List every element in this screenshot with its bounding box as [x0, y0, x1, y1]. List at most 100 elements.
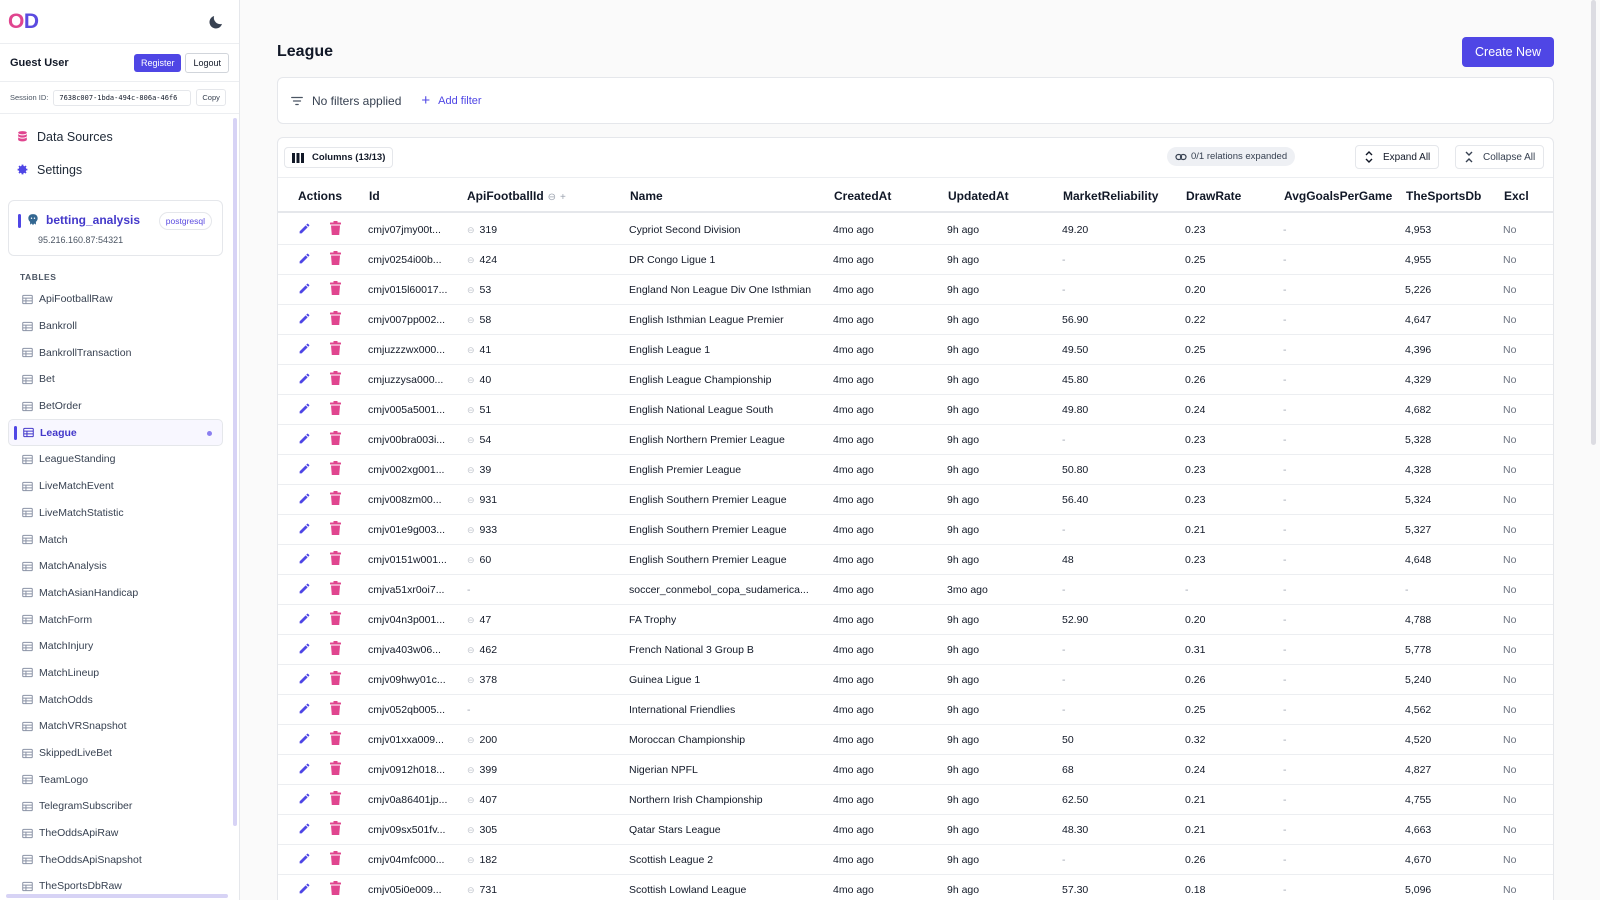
- pencil-icon[interactable]: [298, 552, 311, 565]
- table-item-telegramsubscriber[interactable]: TelegramSubscriber: [0, 793, 233, 820]
- trash-icon[interactable]: [330, 491, 341, 505]
- trash-icon[interactable]: [330, 881, 341, 895]
- table-row[interactable]: cmjv00bra003i... ⊖ 54 English Northern Prem…: [278, 425, 1553, 455]
- pencil-icon[interactable]: [298, 342, 311, 355]
- col-excl[interactable]: Excl: [1504, 189, 1529, 203]
- col-id[interactable]: Id: [369, 189, 380, 203]
- table-item-league[interactable]: League: [8, 419, 223, 447]
- table-row[interactable]: cmjv002xg001... ⊖ 39 English Premier League…: [278, 455, 1553, 485]
- pencil-icon[interactable]: [298, 612, 311, 625]
- dark-mode-icon[interactable]: [207, 13, 225, 31]
- table-item-matchvrsnapshot[interactable]: MatchVRSnapshot: [0, 713, 233, 740]
- cell-apifootballid[interactable]: ⊖ 47: [467, 614, 491, 626]
- table-item-skippedlivebet[interactable]: SkippedLiveBet: [0, 740, 233, 767]
- trash-icon[interactable]: [330, 851, 341, 865]
- trash-icon[interactable]: [330, 461, 341, 475]
- pencil-icon[interactable]: [298, 222, 311, 235]
- pencil-icon[interactable]: [298, 792, 311, 805]
- col-avggoalspergame[interactable]: AvgGoalsPerGame: [1284, 189, 1393, 203]
- nav-data-sources[interactable]: Data Sources: [0, 120, 233, 153]
- expand-relation-icon[interactable]: +: [560, 192, 566, 203]
- cell-apifootballid[interactable]: ⊖ 53: [467, 284, 491, 296]
- table-item-theoddsapiraw[interactable]: TheOddsApiRaw: [0, 820, 233, 847]
- col-name[interactable]: Name: [630, 189, 663, 203]
- table-item-matchinjury[interactable]: MatchInjury: [0, 633, 233, 660]
- table-row[interactable]: cmjv05i0e009... ⊖ 731 Scottish Lowland Leag…: [278, 875, 1553, 900]
- table-item-matchasianhandicap[interactable]: MatchAsianHandicap: [0, 580, 233, 607]
- columns-button[interactable]: Columns (13/13): [284, 147, 394, 168]
- table-item-bankroll[interactable]: Bankroll: [0, 313, 233, 340]
- cell-apifootballid[interactable]: ⊖ 931: [467, 494, 497, 506]
- cell-apifootballid[interactable]: ⊖ 60: [467, 554, 491, 566]
- trash-icon[interactable]: [330, 821, 341, 835]
- col-marketreliability[interactable]: MarketReliability: [1063, 189, 1159, 203]
- pencil-icon[interactable]: [298, 882, 311, 895]
- pencil-icon[interactable]: [298, 702, 311, 715]
- cell-apifootballid[interactable]: ⊖ 182: [467, 854, 497, 866]
- pencil-icon[interactable]: [298, 462, 311, 475]
- cell-apifootballid[interactable]: ⊖ 58: [467, 314, 491, 326]
- col-thesportsdb[interactable]: TheSportsDb: [1406, 189, 1482, 203]
- table-item-thesportsdbraw[interactable]: TheSportsDbRaw: [0, 873, 233, 900]
- database-card[interactable]: betting_analysis postgresql 95.216.160.8…: [8, 200, 223, 256]
- col-drawrate[interactable]: DrawRate: [1186, 189, 1242, 203]
- table-row[interactable]: cmjv04mfc000... ⊖ 182 Scottish League 2 4mo …: [278, 845, 1553, 875]
- table-item-teamlogo[interactable]: TeamLogo: [0, 766, 233, 793]
- cell-apifootballid[interactable]: ⊖ 424: [467, 254, 497, 266]
- table-item-matchodds[interactable]: MatchOdds: [0, 686, 233, 713]
- table-row[interactable]: cmjv0a86401jp... ⊖ 407 Northern Irish Champ…: [278, 785, 1553, 815]
- register-button[interactable]: Register: [133, 53, 182, 72]
- pencil-icon[interactable]: [298, 372, 311, 385]
- cell-apifootballid[interactable]: ⊖ 319: [467, 224, 497, 236]
- table-row[interactable]: cmjv04n3p001... ⊖ 47 FA Trophy 4mo ago 9h ago…: [278, 605, 1553, 635]
- table-row[interactable]: cmjv01xxa009... ⊖ 200 Moroccan Championship…: [278, 725, 1553, 755]
- pencil-icon[interactable]: [298, 732, 311, 745]
- pencil-icon[interactable]: [298, 762, 311, 775]
- trash-icon[interactable]: [330, 281, 341, 295]
- table-row[interactable]: cmjv07jmy00t... ⊖ 319 Cypriot Second Divisi…: [278, 215, 1553, 245]
- pencil-icon[interactable]: [298, 822, 311, 835]
- trash-icon[interactable]: [330, 731, 341, 745]
- trash-icon[interactable]: [330, 551, 341, 565]
- table-item-leaguestanding[interactable]: LeagueStanding: [0, 446, 233, 473]
- table-item-matchform[interactable]: MatchForm: [0, 606, 233, 633]
- table-row[interactable]: cmjv0151w001... ⊖ 60 English Southern Premi…: [278, 545, 1553, 575]
- table-item-apifootballraw[interactable]: ApiFootballRaw: [0, 286, 233, 313]
- col-createdat[interactable]: CreatedAt: [834, 189, 892, 203]
- table-row[interactable]: cmjuzzysa000... ⊖ 40 English League Champio…: [278, 365, 1553, 395]
- table-row[interactable]: cmjv0254i00b... ⊖ 424 DR Congo Ligue 1 4mo a…: [278, 245, 1553, 275]
- cell-apifootballid[interactable]: ⊖ 200: [467, 734, 497, 746]
- cell-apifootballid[interactable]: ⊖ 399: [467, 764, 497, 776]
- pencil-icon[interactable]: [298, 252, 311, 265]
- trash-icon[interactable]: [330, 521, 341, 535]
- cell-apifootballid[interactable]: ⊖ 40: [467, 374, 491, 386]
- cell-apifootballid[interactable]: ⊖ 407: [467, 794, 497, 806]
- trash-icon[interactable]: [330, 761, 341, 775]
- cell-apifootballid[interactable]: ⊖ 41: [467, 344, 491, 356]
- copy-session-button[interactable]: Copy: [196, 89, 226, 106]
- trash-icon[interactable]: [330, 341, 341, 355]
- trash-icon[interactable]: [330, 581, 341, 595]
- trash-icon[interactable]: [330, 311, 341, 325]
- page-vertical-scrollbar[interactable]: [1591, 0, 1596, 445]
- table-item-bankrolltransaction[interactable]: BankrollTransaction: [0, 339, 233, 366]
- pencil-icon[interactable]: [298, 282, 311, 295]
- table-row[interactable]: cmjva403w06... ⊖ 462 French National 3 Grou…: [278, 635, 1553, 665]
- trash-icon[interactable]: [330, 371, 341, 385]
- pencil-icon[interactable]: [298, 642, 311, 655]
- pencil-icon[interactable]: [298, 492, 311, 505]
- trash-icon[interactable]: [330, 671, 341, 685]
- table-item-livematchstatistic[interactable]: LiveMatchStatistic: [0, 500, 233, 527]
- table-item-betorder[interactable]: BetOrder: [0, 393, 233, 420]
- trash-icon[interactable]: [330, 791, 341, 805]
- table-row[interactable]: cmjv09hwy01c... ⊖ 378 Guinea Ligue 1 4mo ago…: [278, 665, 1553, 695]
- collapse-all-button[interactable]: Collapse All: [1455, 145, 1545, 169]
- table-row[interactable]: cmjuzzzwx000... ⊖ 41 English League 1 4mo ag…: [278, 335, 1553, 365]
- pencil-icon[interactable]: [298, 522, 311, 535]
- col-apifootballid[interactable]: ApiFootballId ⊖ +: [467, 189, 566, 203]
- table-row[interactable]: cmjv007pp002... ⊖ 58 English Isthmian Leagu…: [278, 305, 1553, 335]
- logout-button[interactable]: Logout: [185, 52, 229, 73]
- trash-icon[interactable]: [330, 401, 341, 415]
- cell-apifootballid[interactable]: ⊖ 462: [467, 644, 497, 656]
- pencil-icon[interactable]: [298, 402, 311, 415]
